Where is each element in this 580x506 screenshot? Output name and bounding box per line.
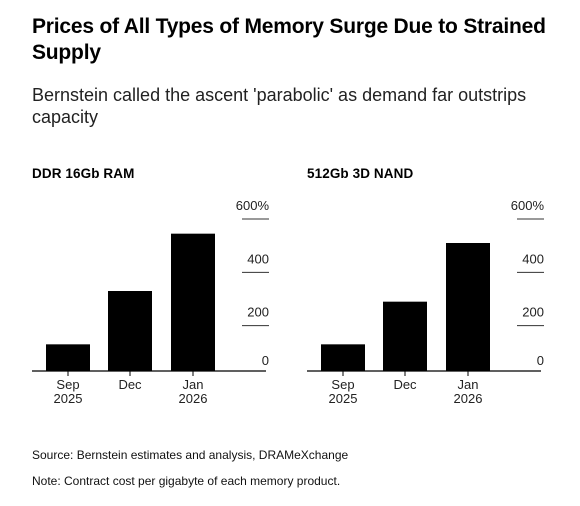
y-tick-label: 400	[247, 251, 269, 266]
bar	[446, 243, 490, 371]
x-tick-label: Dec	[118, 377, 142, 392]
chart-title: Prices of All Types of Memory Surge Due …	[32, 15, 546, 64]
panel-title: DDR 16Gb RAM	[32, 166, 135, 181]
y-tick-label: 0	[537, 353, 544, 368]
bar	[108, 291, 152, 371]
note-text: Note: Contract cost per gigabyte of each…	[32, 474, 341, 488]
x-tick-label: Jan	[183, 377, 204, 392]
x-tick-label: Jan	[458, 377, 479, 392]
panel-title: 512Gb 3D NAND	[307, 166, 414, 181]
y-tick-label: 600%	[511, 198, 545, 213]
y-tick-label: 200	[522, 305, 544, 320]
chart-subtitle: Bernstein called the ascent 'parabolic' …	[32, 85, 527, 127]
x-tick-label: Sep	[331, 377, 354, 392]
x-tick-label: 2026	[454, 391, 483, 406]
y-tick-label: 200	[247, 305, 269, 320]
bar	[321, 344, 365, 371]
x-tick-label: 2025	[54, 391, 83, 406]
y-tick-label: 600%	[236, 198, 270, 213]
x-tick-label: 2025	[329, 391, 358, 406]
source-text: Source: Bernstein estimates and analysis…	[32, 448, 349, 462]
y-tick-label: 400	[522, 251, 544, 266]
x-tick-label: 2026	[179, 391, 208, 406]
bar	[171, 233, 215, 371]
x-tick-label: Sep	[56, 377, 79, 392]
bar	[46, 344, 90, 371]
y-tick-label: 0	[262, 353, 269, 368]
panel-3d-nand: 512Gb 3D NAND 0 200 400 600% Sep 2025 Dec Jan 20…	[307, 160, 565, 420]
bar	[383, 301, 427, 371]
x-tick-label: Dec	[393, 377, 417, 392]
panel-ddr-ram: DDR 16Gb RAM 0 200 400 600% Sep 2025 Dec Jan 202…	[32, 160, 290, 420]
